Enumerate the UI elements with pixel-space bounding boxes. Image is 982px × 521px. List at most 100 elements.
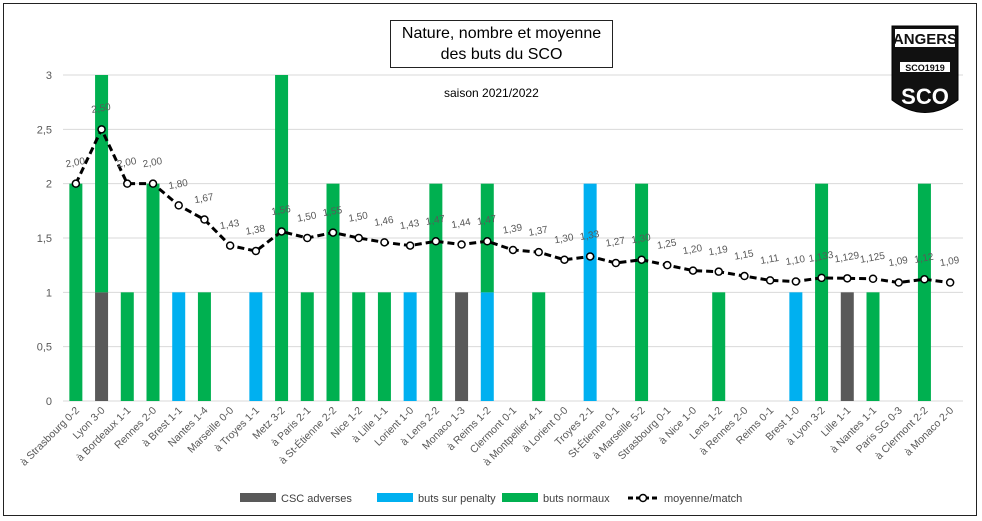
average-point [663,260,672,270]
bar-buts-sur-penalty [172,292,186,401]
data-label: 1,09 [888,255,910,269]
bar-buts-normaux [300,292,314,401]
data-label: 1,47 [425,214,447,228]
data-label: 1,37 [528,224,550,238]
average-point [97,125,106,134]
bar-buts-normaux [197,292,211,401]
bar-buts-normaux [69,183,83,401]
average-point [123,179,132,188]
bar-buts-normaux [917,183,931,401]
average-point [431,237,441,246]
chart-title: Nature, nombre et moyenne des buts du SC… [390,20,613,68]
y-tick-label: 0,5 [37,342,52,354]
y-tick-label: 0 [46,396,52,408]
data-label: 1,55 [322,205,344,219]
bar-buts-sur-penalty [480,292,494,401]
average-point [148,179,158,188]
data-label: 1,133 [808,250,835,265]
average-point [611,258,621,268]
average-point [945,278,955,287]
bar-buts-sur-penalty [583,183,597,401]
bar-buts-normaux [815,183,829,401]
legend-label: CSC adverses [281,493,352,505]
legend-label: buts sur penalty [418,493,496,505]
data-label: 2,00 [116,156,138,170]
title-line-1: Nature, nombre et moyenne [401,25,602,42]
data-label: 1,09 [939,255,961,269]
y-tick-label: 3 [46,70,52,82]
average-point [405,241,415,250]
data-label: 1,50 [348,210,370,224]
average-point [303,233,312,243]
average-point [843,274,852,283]
data-label: 1,20 [682,243,704,257]
average-point [817,273,826,283]
bar-buts-normaux [146,183,160,401]
data-label: 1,125 [859,251,886,266]
average-point [508,245,518,255]
average-point [354,233,363,243]
bar-buts-normaux [120,292,134,401]
average-point [380,238,389,247]
y-tick-label: 1 [46,287,52,299]
chart-frame [3,3,977,516]
y-tick-label: 2 [46,179,52,191]
data-label: 1,38 [245,223,267,237]
chart-subtitle: saison 2021/2022 [444,86,539,100]
average-point [457,240,466,249]
bar-csc-adverses [840,292,854,401]
bar-buts-normaux [635,183,649,401]
average-point [637,255,646,264]
average-point [765,276,775,285]
data-label: 1,44 [451,217,473,231]
data-label: 1,43 [399,218,421,232]
data-label: 1,129 [834,250,861,265]
data-label: 1,50 [296,210,318,224]
bar-buts-normaux [377,292,391,401]
bar-buts-normaux [326,183,340,401]
bar-buts-normaux [532,292,546,401]
bar-buts-normaux [429,183,443,401]
legend-swatch [240,493,276,502]
average-point [740,271,749,281]
data-label: 1,25 [656,238,678,252]
data-label: 1,10 [785,254,807,268]
average-point [868,274,878,283]
bar-buts-normaux [866,292,880,401]
average-point [534,247,543,257]
bar-buts-sur-penalty [403,292,417,401]
average-point [277,227,286,236]
data-label: 2,00 [142,156,164,170]
data-label: 1,43 [219,218,241,232]
title-line-2: des buts du SCO [440,46,563,63]
data-label: 1,67 [193,192,215,206]
average-point [174,201,183,210]
data-label: 1,80 [168,178,190,192]
y-tick-label: 1,5 [37,233,52,245]
average-point [560,255,569,264]
average-point [200,215,209,224]
data-label: 1,56 [271,204,293,218]
bar-buts-normaux [352,292,366,401]
data-label: 1,11 [760,253,781,267]
data-label: 1,47 [476,214,498,228]
legend-label: buts normaux [543,493,610,505]
data-label: 1,27 [605,235,627,249]
data-label: 1,30 [553,232,575,246]
average-point [225,241,235,250]
legend-swatch [377,493,413,502]
data-label: 1,46 [373,215,395,229]
data-label: 1,33 [579,229,601,243]
bar-buts-sur-penalty [249,292,263,401]
data-label: 1,15 [733,248,755,262]
legend-swatch [502,493,538,502]
bar-buts-normaux [712,292,726,401]
data-label: 1,12 [913,252,935,266]
legend-label: moyenne/match [664,493,742,505]
average-point [251,246,261,256]
average-point [328,228,338,237]
average-point [920,275,929,284]
bar-csc-adverses [95,292,109,401]
average-point [714,267,723,276]
